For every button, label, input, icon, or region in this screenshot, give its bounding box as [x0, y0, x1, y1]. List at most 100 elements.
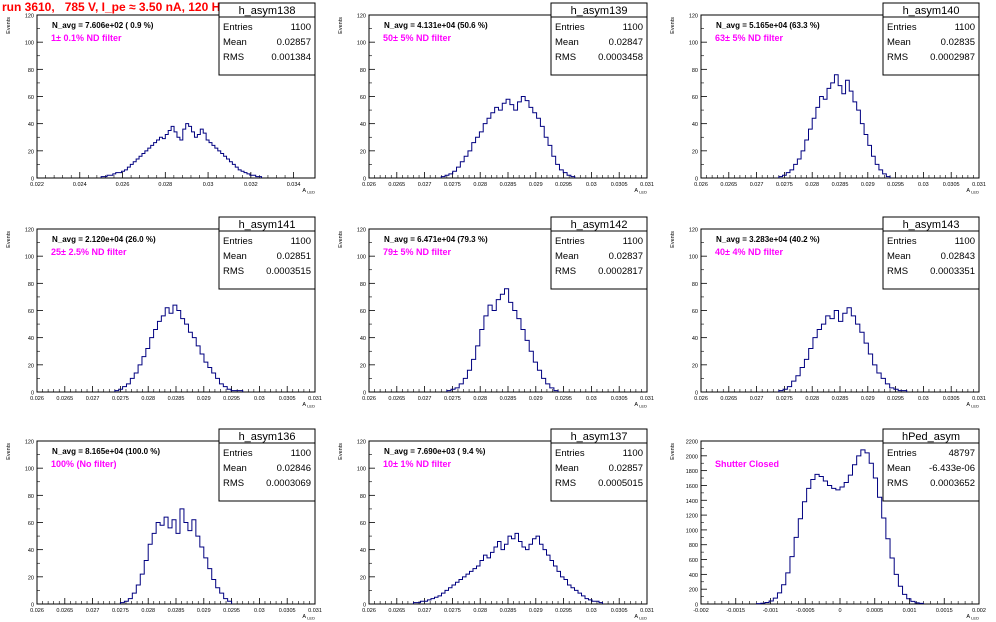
x-tick-label: 0.0275	[776, 182, 793, 188]
y-tick-label: 60	[360, 521, 366, 527]
histogram-name: hPed_asym	[902, 431, 960, 443]
x-tick-label: 0.026	[362, 182, 376, 188]
y-tick-label: 0	[695, 177, 698, 183]
y-tick-label: 200	[689, 588, 698, 594]
x-tick-label: 0.001	[903, 608, 917, 614]
stats-label-mean: Mean	[887, 251, 911, 262]
y-tick-label: 40	[692, 122, 698, 128]
y-tick-label: 100	[357, 467, 366, 473]
stats-box	[218, 2, 316, 76]
histogram-name: h_asym143	[903, 219, 960, 231]
x-tick-label: 0.027	[750, 182, 764, 188]
histogram-panel-h_asym142: 0 20 40 60 80 100 120 0.026 0.0265 0.027 0.0275 0.0…	[338, 216, 654, 409]
x-tick-label: 0.027	[418, 396, 432, 402]
stats-value-rms: 0.0003351	[930, 266, 975, 277]
y-tick-label: 20	[28, 575, 34, 581]
stats-value-mean: 0.02857	[609, 463, 643, 474]
y-tick-label: 0	[695, 603, 698, 609]
y-tick-label: 100	[25, 41, 34, 47]
y-axis-label: Events	[670, 17, 676, 34]
stats-box	[550, 428, 648, 502]
histogram-name: h_asym136	[239, 431, 296, 443]
histogram-name: h_asym142	[571, 219, 628, 231]
x-tick-label: 0.0305	[611, 182, 628, 188]
stats-label-mean: Mean	[223, 251, 247, 262]
x-tick-label: 0.026	[694, 396, 708, 402]
x-tick-label: 0.028	[141, 396, 155, 402]
y-axis-label: Events	[338, 443, 344, 460]
y-axis-label: Events	[338, 17, 344, 34]
x-tick-label: 0.0305	[943, 182, 960, 188]
stats-label-rms: RMS	[223, 478, 244, 489]
stats-label-rms: RMS	[223, 266, 244, 277]
y-tick-label: 60	[28, 521, 34, 527]
y-tick-label: 20	[692, 363, 698, 369]
x-tick-label: 0.027	[86, 396, 100, 402]
filter-label: 10± 1% ND filter	[383, 459, 451, 469]
x-tick-label: 0.0275	[444, 396, 461, 402]
stats-label-rms: RMS	[555, 478, 576, 489]
y-tick-label: 80	[360, 68, 366, 74]
x-tick-label: 0.0265	[720, 182, 737, 188]
y-tick-label: 60	[28, 309, 34, 315]
x-tick-label: 0.0275	[776, 396, 793, 402]
x-tick-label: 0.0275	[444, 608, 461, 614]
x-tick-label: 0.0285	[832, 182, 849, 188]
y-tick-label: 1200	[686, 514, 698, 520]
x-tick-label: 0.0295	[887, 182, 904, 188]
x-tick-label: 0.028	[473, 396, 487, 402]
y-tick-label: 0	[695, 391, 698, 397]
stats-value-rms: 0.0003458	[598, 52, 643, 63]
histogram-line	[119, 508, 233, 604]
x-tick-label: 0.0305	[279, 608, 296, 614]
stats-value-mean: 0.02857	[277, 37, 311, 48]
y-axis-label: Events	[670, 231, 676, 248]
stats-box	[218, 216, 316, 290]
histogram-line	[100, 123, 263, 178]
y-tick-label: 0	[31, 391, 34, 397]
stats-label-entries: Entries	[887, 236, 917, 247]
x-axis-label: A LED	[634, 188, 647, 195]
stats-value-rms: 0.0003515	[266, 266, 311, 277]
stats-label-mean: Mean	[555, 251, 579, 262]
stats-label-entries: Entries	[555, 236, 585, 247]
y-tick-label: 100	[357, 255, 366, 261]
y-tick-label: 60	[28, 95, 34, 101]
x-tick-label: -0.002	[693, 608, 709, 614]
histogram-name: h_asym139	[571, 5, 628, 17]
x-tick-label: 0.0305	[943, 396, 960, 402]
x-tick-label: 0.027	[86, 608, 100, 614]
x-tick-label: 0.026	[362, 608, 376, 614]
y-tick-label: 40	[28, 548, 34, 554]
stats-box	[882, 216, 980, 290]
stats-value-rms: 0.0002817	[598, 266, 643, 277]
x-tick-label: 0.026	[362, 396, 376, 402]
x-tick-label: 0.028	[158, 182, 172, 188]
stats-value-entries: 48797	[949, 448, 975, 459]
y-tick-label: 120	[357, 440, 366, 446]
y-tick-label: 60	[360, 309, 366, 315]
x-axis-label: A LED	[302, 402, 315, 409]
filter-label: 100% (No filter)	[51, 459, 117, 469]
x-tick-label: 0.0265	[388, 182, 405, 188]
x-tick-label: 0.031	[640, 182, 654, 188]
stats-label-mean: Mean	[887, 463, 911, 474]
x-tick-label: 0.0305	[279, 396, 296, 402]
y-tick-label: 40	[360, 122, 366, 128]
stats-label-mean: Mean	[887, 37, 911, 48]
x-tick-label: 0.024	[73, 182, 87, 188]
stats-value-rms: 0.0005015	[598, 478, 643, 489]
filter-label: 50± 5% ND filter	[383, 33, 451, 43]
x-tick-label: 0.0285	[500, 182, 517, 188]
y-tick-label: 1000	[686, 528, 698, 534]
stats-value-entries: 1100	[291, 236, 311, 247]
stats-box	[550, 2, 648, 76]
stats-label-mean: Mean	[555, 463, 579, 474]
x-tick-label: 0.031	[972, 182, 986, 188]
y-axis-label: Events	[6, 17, 12, 34]
x-tick-label: 0.029	[197, 608, 211, 614]
x-tick-label: 0.029	[529, 396, 543, 402]
histogram-line	[778, 307, 908, 392]
x-axis-label: A LED	[966, 402, 979, 409]
x-tick-label: 0.031	[308, 396, 322, 402]
